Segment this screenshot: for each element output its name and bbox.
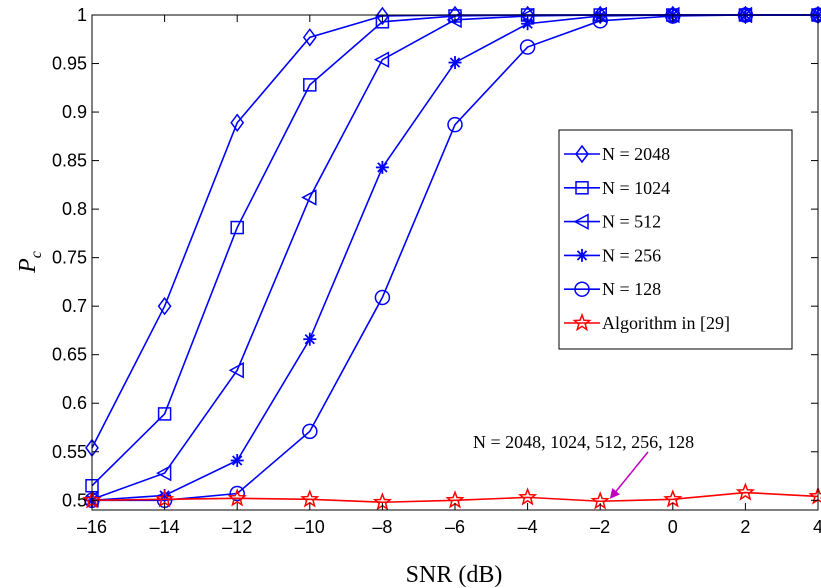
data-point: [663, 489, 683, 508]
x-tick-label: –12: [222, 517, 252, 537]
y-axis-title-main: P: [15, 258, 41, 274]
data-point: [230, 220, 244, 235]
legend-item: N = 2048: [564, 144, 670, 164]
data-point: [374, 289, 391, 306]
x-tick-label: 4: [813, 517, 821, 537]
y-tick-label: 0.75: [52, 248, 87, 268]
y-tick-label: 0.95: [52, 54, 87, 74]
y-tick-label: 0.65: [52, 345, 87, 365]
legend-marker: [575, 181, 589, 195]
legend-label: N = 256: [602, 245, 661, 265]
data-point: [157, 407, 172, 421]
y-tick-label: 0.9: [62, 102, 87, 122]
series-6: [82, 482, 821, 511]
legend-label: N = 512: [602, 212, 661, 232]
data-point: [156, 464, 172, 482]
data-point: [300, 489, 320, 508]
y-tick-label: 0.6: [62, 393, 87, 413]
legend-label: N = 1024: [602, 178, 670, 198]
data-point: [592, 13, 608, 29]
data-point: [447, 116, 463, 133]
x-tick-label: –16: [77, 517, 107, 537]
data-point: [665, 8, 681, 24]
legend-marker: [572, 312, 592, 332]
y-tick-label: 0.85: [52, 151, 87, 171]
data-point: [448, 56, 462, 70]
data-point: [229, 485, 245, 502]
legend-label: N = 128: [602, 279, 661, 299]
y-axis-title: Pc: [15, 251, 45, 274]
data-point: [375, 160, 389, 174]
y-axis-title-sub: c: [28, 251, 45, 258]
annotation-label: N = 2048, 1024, 512, 256, 128: [473, 432, 694, 452]
legend-item: N = 512: [564, 212, 661, 232]
x-tick-label: 2: [740, 517, 750, 537]
y-tick-label: 0.8: [62, 199, 87, 219]
legend-label: N = 2048: [602, 144, 670, 164]
data-point: [738, 5, 753, 25]
x-tick-label: –6: [445, 517, 465, 537]
x-tick-label: –2: [590, 517, 610, 537]
data-point: [157, 296, 172, 316]
data-point: [227, 488, 247, 507]
x-tick-label: –8: [372, 517, 392, 537]
data-point: [517, 487, 538, 506]
legend-box: [558, 129, 793, 350]
y-tick-label: 1: [77, 5, 87, 25]
data-point: [519, 39, 536, 55]
legend-marker: [575, 248, 589, 262]
series-line: [91, 491, 819, 504]
data-point: [230, 454, 244, 467]
x-axis-title: SNR (dB): [406, 562, 503, 588]
x-tick-label: –10: [295, 517, 325, 537]
legend-item: Algorithm in [29]: [564, 312, 730, 333]
legend-label: Algorithm in [29]: [602, 313, 730, 333]
legend-item: N = 128: [564, 279, 661, 299]
data-point: [301, 189, 317, 206]
data-point: [230, 113, 245, 132]
legend-marker: [575, 144, 589, 164]
legend: N = 2048 N = 1024 N = 512 N = 256 N = 128 Alg…: [558, 129, 793, 350]
data-point: [154, 489, 175, 508]
y-tick-label: 0.55: [52, 442, 87, 462]
x-tick-label: –14: [150, 517, 180, 537]
legend-marker: [574, 281, 590, 297]
data-point: [228, 361, 244, 379]
data-point: [303, 78, 317, 92]
annotation-arrow: [609, 451, 649, 499]
data-point: [373, 51, 390, 68]
legend-item: N = 1024: [564, 178, 670, 198]
x-tick-label: –4: [518, 517, 538, 537]
y-tick-label: 0.5: [62, 490, 87, 510]
y-tick-label: 0.7: [62, 296, 87, 316]
legend-item: N = 256: [564, 245, 661, 265]
series-line: [92, 14, 818, 502]
data-point: [303, 332, 317, 346]
legend-marker: [573, 213, 589, 230]
data-point: [375, 6, 390, 26]
data-point: [735, 482, 756, 501]
annotation: N = 2048, 1024, 512, 256, 128: [473, 432, 694, 499]
data-point: [302, 28, 317, 47]
data-point: [302, 423, 318, 440]
x-tick-label: 0: [668, 517, 678, 537]
